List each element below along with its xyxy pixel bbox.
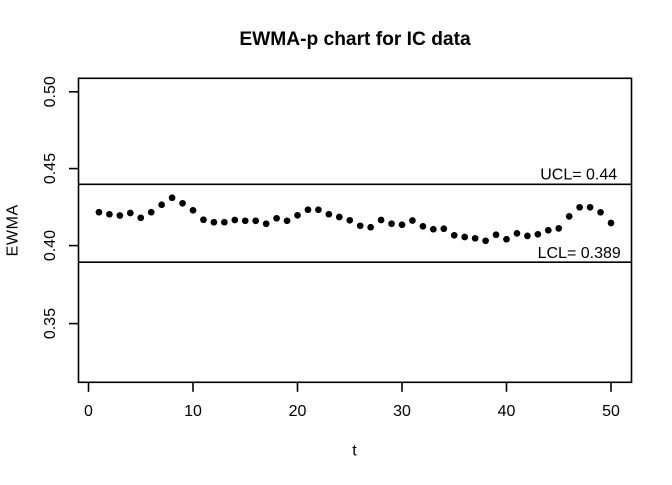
svg-text:UCL= 0.44: UCL= 0.44	[540, 167, 617, 184]
svg-text:30: 30	[393, 403, 411, 420]
svg-text:0: 0	[84, 403, 93, 420]
svg-text:0.40: 0.40	[42, 230, 59, 261]
svg-text:t: t	[352, 443, 357, 460]
svg-text:0.35: 0.35	[42, 308, 59, 339]
svg-text:EWMA: EWMA	[5, 204, 22, 256]
svg-text:40: 40	[498, 403, 516, 420]
svg-text:50: 50	[602, 403, 620, 420]
svg-text:0.50: 0.50	[42, 76, 59, 107]
svg-text:10: 10	[184, 403, 202, 420]
svg-text:0.45: 0.45	[42, 153, 59, 184]
svg-text:EWMA-p chart for IC data: EWMA-p chart for IC data	[239, 29, 471, 50]
svg-text:LCL= 0.389: LCL= 0.389	[538, 245, 621, 262]
svg-text:20: 20	[289, 403, 307, 420]
